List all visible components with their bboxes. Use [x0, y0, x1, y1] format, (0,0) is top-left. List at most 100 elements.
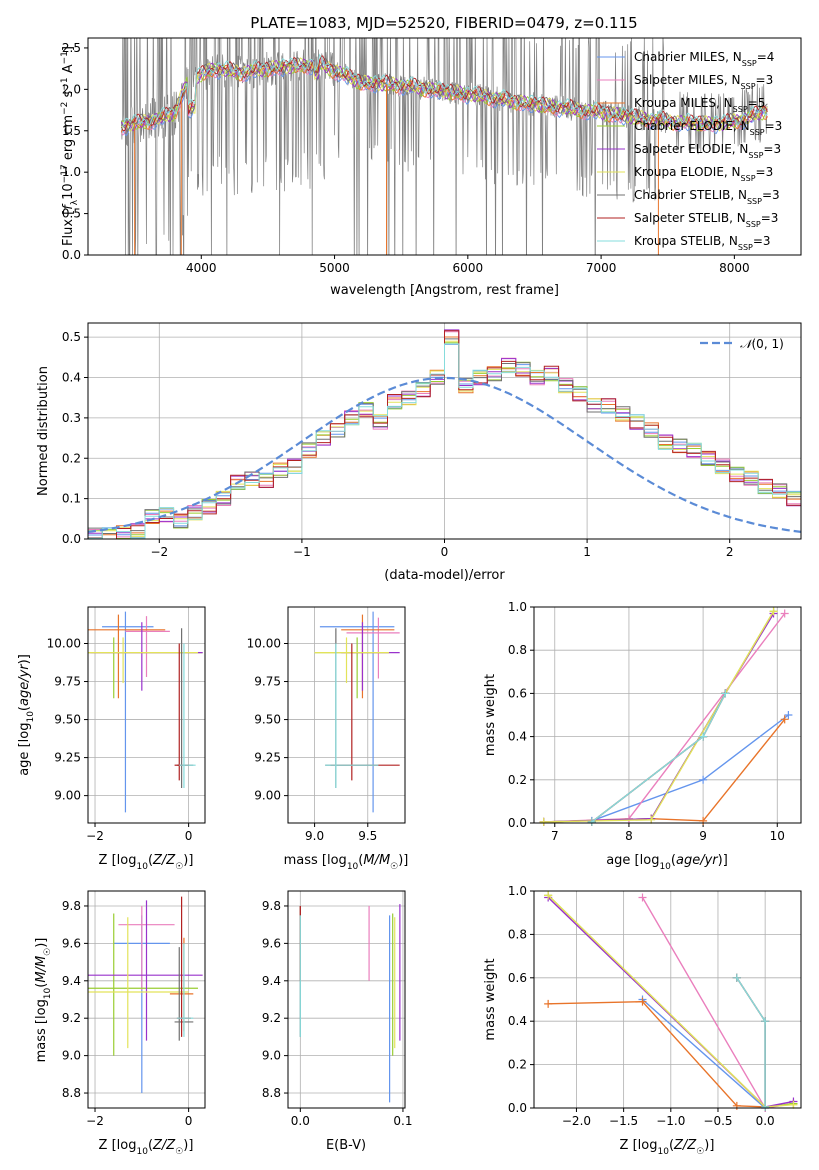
- x-tick-label: −1.0: [656, 1114, 685, 1128]
- residual-histogram: [88, 329, 801, 539]
- weight-line: [642, 998, 766, 1109]
- residuals-panel: −2 −1 0 1 2 0.0 0.1 0.2 0.3 0.4 0.5 (data-model)/er…: [36, 322, 802, 583]
- weight-marker: [780, 609, 789, 618]
- residual-histogram: [88, 338, 801, 539]
- weight-marker: [647, 815, 656, 824]
- y-tick-label: 9.0: [262, 1049, 281, 1063]
- residual-histogram: [88, 330, 801, 539]
- x-tick-label: −2: [86, 829, 104, 843]
- y-tick-label: 1.0: [62, 165, 81, 179]
- y-tick-label: 0.6: [508, 971, 527, 985]
- y-tick-label: 9.6: [262, 936, 281, 950]
- weight-vs-metallicity-panel: −2.0 −1.5 −1.0 −0.5 0.0 0.0 0.2 0.4 0.6 0.8 1.0 Z […: [483, 884, 802, 1157]
- y-tick-label: 8.8: [262, 1086, 281, 1100]
- weight-marker: [539, 817, 548, 826]
- weight-marker: [784, 711, 793, 719]
- legend-label: Chabrier ELODIE, NSSP=3: [634, 119, 782, 137]
- weight-marker: [544, 999, 553, 1008]
- legend-label: Salpeter STELIB, NSSP=3: [634, 211, 778, 229]
- spectrum-xlabel: wavelength [Angstrom, rest frame]: [330, 283, 559, 298]
- y-tick-label: 9.75: [254, 675, 281, 689]
- axes-frame: [287, 606, 406, 824]
- y-tick-label: 10.00: [47, 637, 81, 651]
- weight-line: [548, 1000, 766, 1108]
- panel-xlabel: Z [log10(Z/Z☉)]: [99, 1138, 194, 1157]
- x-tick-label: 7: [551, 829, 559, 843]
- errorbar-group: [299, 904, 401, 1103]
- weight-marker: [587, 817, 596, 826]
- weight-marker: [761, 1102, 770, 1111]
- y-tick-label: 9.4: [262, 974, 281, 988]
- x-tick-label: 0.0: [291, 1114, 310, 1128]
- errorbar-group: [88, 896, 203, 1094]
- weight-marker: [789, 1100, 798, 1109]
- legend-label: Salpeter MILES, NSSP=3: [634, 73, 773, 91]
- weight-line: [543, 718, 786, 823]
- x-tick-label: 9: [699, 829, 707, 843]
- y-tick-label: 9.00: [254, 789, 281, 803]
- axes-frame: [87, 890, 206, 1109]
- x-tick-label: 8: [625, 829, 633, 843]
- panel-xlabel: Z [log10(Z/Z☉)]: [620, 1138, 715, 1157]
- weight-marker: [638, 997, 647, 1006]
- y-tick-label: 1.5: [62, 124, 81, 138]
- x-tick-label: −2.0: [562, 1114, 591, 1128]
- axes-frame: [87, 37, 802, 256]
- axes-frame: [87, 322, 802, 540]
- y-tick-label: 0.0: [508, 1101, 527, 1115]
- y-tick-label: 9.50: [54, 713, 81, 727]
- legend-label: Chabrier STELIB, NSSP=3: [634, 188, 780, 206]
- x-tick-label: −0.5: [703, 1114, 732, 1128]
- panel-xlabel: E(B-V): [326, 1138, 366, 1153]
- x-tick-label: 0: [185, 1114, 193, 1128]
- weight-line: [591, 693, 727, 823]
- weight-vs-age-panel: 7 8 9 10 0.0 0.2 0.4 0.6 0.8 1.0 age [log10(age/yr…: [483, 600, 802, 872]
- mass-vs-metallicity-panel: −2 0 8.8 9.0 9.2 9.4 9.6 9.8 Z [log10(Z/Z☉)] mass…: [34, 890, 206, 1157]
- residuals-ylabel: Normed distribution: [36, 366, 51, 496]
- weight-marker: [638, 893, 647, 902]
- y-tick-label: 9.00: [54, 789, 81, 803]
- weight-line: [591, 693, 727, 823]
- legend-label: Salpeter ELODIE, NSSP=3: [634, 142, 781, 160]
- weight-marker: [769, 607, 778, 616]
- axes-frame: [533, 606, 802, 824]
- legend-label: Chabrier MILES, NSSP=4: [634, 50, 774, 68]
- weight-marker: [780, 715, 789, 724]
- weight-line: [543, 610, 775, 823]
- weight-line: [591, 693, 727, 823]
- y-tick-label: 0.4: [62, 371, 81, 385]
- y-tick-label: 9.0: [62, 1049, 81, 1063]
- x-tick-label: 5000: [319, 261, 350, 275]
- panel-ylabel: mass weight: [483, 674, 498, 756]
- axes-frame: [287, 890, 406, 1109]
- axes-frame: [533, 890, 802, 1109]
- weight-marker: [544, 891, 553, 900]
- x-tick-label: −2: [86, 1114, 104, 1128]
- mass-vs-ebv-panel: 0.0 0.1 8.8 9.0 9.2 9.4 9.6 9.8 E(B-V): [262, 890, 412, 1153]
- x-tick-label: 1: [583, 545, 591, 559]
- x-tick-label: 7000: [586, 261, 617, 275]
- model-spectrum-line: [120, 59, 768, 132]
- y-tick-label: 0.2: [508, 1058, 527, 1072]
- y-tick-label: 9.4: [62, 974, 81, 988]
- y-tick-label: 9.50: [254, 713, 281, 727]
- x-tick-label: −1.5: [609, 1114, 638, 1128]
- histogram-group: [88, 329, 801, 539]
- x-tick-label: −1: [293, 545, 311, 559]
- legend-label: Kroupa STELIB, NSSP=3: [634, 234, 771, 252]
- normal-curve: [88, 376, 801, 533]
- x-tick-label: 4000: [186, 261, 217, 275]
- x-tick-label: 0: [441, 545, 449, 559]
- weight-marker: [761, 1017, 770, 1026]
- y-tick-label: 9.2: [262, 1011, 281, 1025]
- residual-histogram: [88, 331, 801, 539]
- weight-marker: [699, 732, 708, 741]
- legend-label: Kroupa MILES, NSSP=5: [634, 96, 765, 114]
- panel-xlabel: Z [log10(Z/Z☉)]: [99, 853, 194, 872]
- y-tick-label: 9.2: [62, 1011, 81, 1025]
- y-tick-label: 0.0: [62, 532, 81, 546]
- y-tick-label: 0.0: [62, 248, 81, 262]
- panel-ylabel: mass weight: [483, 958, 498, 1040]
- age-vs-metallicity-panel: −2 0 9.00 9.25 9.50 9.75 10.00 Z [log10(Z/Z☉)] a…: [17, 606, 206, 872]
